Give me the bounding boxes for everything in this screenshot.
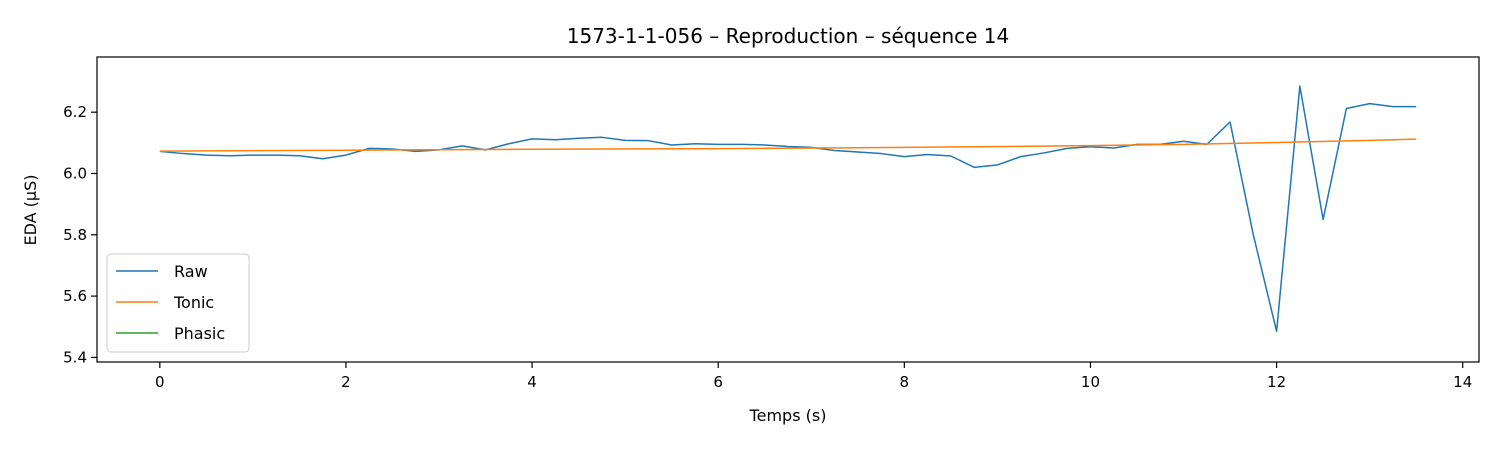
- chart-title: 1573-1-1-056 – Reproduction – séquence 1…: [567, 24, 1009, 48]
- legend-label-raw: Raw: [174, 262, 208, 281]
- y-tick-label: 6.2: [63, 103, 87, 121]
- y-tick-label: 5.4: [63, 348, 87, 366]
- y-tick-label: 5.8: [63, 226, 87, 244]
- series-line-tonic: [159, 138, 1417, 152]
- y-axis-label: EDA (µS): [21, 175, 40, 246]
- x-axis-ticks: 0 2 4 6 8 10 12 14: [155, 362, 1472, 391]
- legend-box: [106, 253, 250, 353]
- legend: Raw Tonic Phasic: [106, 253, 250, 353]
- y-axis-ticks: 5.4 5.6 5.8 6.0 6.2: [63, 103, 97, 366]
- plot-frame: [96, 56, 1480, 363]
- x-tick-label: 12: [1267, 373, 1286, 391]
- y-tick-label: 5.6: [63, 287, 87, 305]
- x-tick-label: 10: [1081, 373, 1100, 391]
- x-tick-label: 14: [1453, 373, 1472, 391]
- x-axis-label: Temps (s): [749, 406, 827, 425]
- series-line-raw: [159, 85, 1417, 333]
- x-tick-label: 6: [713, 373, 723, 391]
- x-tick-label: 8: [900, 373, 910, 391]
- y-tick-label: 6.0: [63, 164, 87, 182]
- legend-label-phasic: Phasic: [174, 324, 225, 343]
- plot-area: [96, 56, 1480, 363]
- x-tick-label: 4: [527, 373, 537, 391]
- x-tick-label: 0: [155, 373, 165, 391]
- legend-label-tonic: Tonic: [173, 293, 214, 312]
- x-tick-label: 2: [341, 373, 351, 391]
